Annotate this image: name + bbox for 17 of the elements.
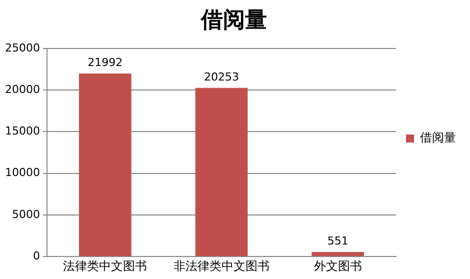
bar [78, 73, 132, 256]
x-tick-label: 非法律类中文图书 [173, 258, 270, 273]
x-tick-label: 外文图书 [314, 258, 362, 273]
data-label: 551 [327, 234, 348, 248]
y-tick-label: 20000 [4, 82, 40, 96]
y-tick-label: 15000 [4, 124, 40, 138]
y-tick-label: 5000 [12, 208, 40, 221]
legend-label: 借阅量 [420, 130, 456, 145]
y-tick-label: 25000 [4, 41, 40, 54]
y-tick-label: 0 [32, 249, 40, 262]
data-label: 21992 [88, 56, 123, 69]
bar [195, 88, 248, 256]
x-tick-label: 法律类中文图书 [63, 258, 148, 273]
bar [312, 252, 364, 256]
chart-title: 借阅量 [200, 6, 267, 33]
data-label: 20253 [204, 70, 239, 84]
y-tick-label: 10000 [4, 166, 40, 180]
